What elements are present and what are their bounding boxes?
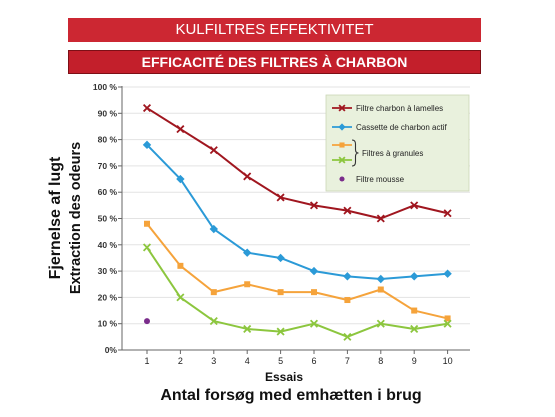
y-axis-title-french: Extraction des odeurs — [68, 142, 84, 294]
data-point-cassette — [410, 272, 419, 281]
x-axis-title-french: Essais — [265, 370, 303, 384]
data-point-cassette — [243, 248, 252, 257]
y-tick-labels: 0% 10 % 20 % 30 % 40 % 50 % 60 % 70 % 80 % 90 % 10… — [93, 82, 118, 355]
data-point-granules-green — [410, 324, 419, 333]
x-tick-label: 9 — [412, 356, 417, 366]
y-axis-title-danish: Fjernelse af lugt — [47, 156, 64, 279]
y-tick-label: 40 % — [98, 240, 118, 250]
x-tick-label: 5 — [278, 356, 283, 366]
data-point-granules-orange — [210, 289, 217, 296]
data-point-granules-orange — [144, 220, 150, 227]
series-granules-orange — [144, 220, 451, 322]
legend-brace — [351, 139, 359, 167]
x-tick-label: 3 — [211, 356, 216, 366]
data-point-granules-green — [376, 319, 385, 328]
series-line-cassette — [146, 144, 448, 280]
data-point-granules-orange — [444, 315, 451, 322]
series-line-lamelles — [146, 107, 448, 220]
data-point-cassette — [309, 266, 319, 276]
y-tick-label: 70 % — [98, 161, 118, 171]
data-point-granules-orange — [177, 262, 184, 269]
data-point-granules-green — [142, 243, 152, 252]
data-point-lamelles — [142, 104, 152, 113]
title-banner-french: EFFICACITÉ DES FILTRES À CHARBON — [68, 50, 481, 74]
x-tick-label: 2 — [178, 356, 183, 366]
legend-swatch-marker-lamelles — [338, 104, 346, 112]
y-tick-label: 90 % — [98, 108, 118, 118]
y-tick-label: 60 % — [98, 187, 118, 197]
data-point-granules-orange — [277, 289, 284, 296]
data-point-cassette — [142, 140, 152, 150]
legend-label-lamelles: Filtre charbon à lamelles — [356, 104, 443, 113]
data-point-granules-green — [243, 324, 252, 333]
data-point-lamelles — [443, 209, 452, 218]
series-cassette — [142, 140, 452, 284]
x-tick-label: 7 — [345, 356, 350, 366]
legend-label-granules: Filtres à granules — [362, 149, 423, 158]
data-point-lamelles — [309, 201, 319, 210]
data-point-cassette — [176, 174, 185, 184]
series-line-granules-orange — [146, 223, 448, 320]
legend-label-cassette: Cassette de charbon actif — [356, 123, 447, 132]
x-tick-label: 10 — [443, 356, 453, 366]
data-point-granules-orange — [377, 286, 384, 293]
data-point-cassette — [209, 224, 218, 234]
x-tick-label: 1 — [144, 356, 149, 366]
x-axis-title-danish: Antal forsøg med emhætten i brug — [160, 387, 421, 404]
y-tick-label: 100 % — [93, 82, 118, 92]
data-point-granules-green — [443, 319, 452, 328]
data-point-cassette — [443, 269, 452, 278]
legend-swatch-marker-granules-orange — [339, 142, 345, 148]
data-point-cassette — [343, 272, 352, 281]
data-point-granules-green — [209, 317, 218, 326]
data-point-granules-green — [276, 327, 285, 336]
series-granules-green — [142, 243, 452, 341]
legend-swatch-marker-granules-green — [338, 156, 346, 164]
legend-swatch-marker-mousse — [339, 176, 345, 182]
data-point-lamelles — [376, 214, 385, 223]
data-point-granules-orange — [344, 297, 351, 304]
legend-box — [325, 94, 470, 192]
data-point-lamelles — [410, 201, 419, 210]
x-tick-label: 4 — [245, 356, 250, 366]
y-tick-label: 30 % — [98, 266, 118, 276]
legend-swatch-marker-cassette — [338, 123, 346, 131]
data-point-granules-green — [176, 293, 185, 302]
y-tick-label: 20 % — [98, 292, 118, 302]
series-line-granules-green — [146, 246, 448, 338]
y-tick-label: 50 % — [98, 214, 118, 224]
x-tick-labels: 1 2 3 4 5 6 7 8 9 10 — [144, 356, 452, 366]
data-point-lamelles — [343, 206, 352, 215]
y-tick-label: 80 % — [98, 135, 118, 145]
data-point-lamelles — [209, 146, 218, 155]
series-mousse — [144, 318, 150, 325]
legend: Filtre charbon à lamelles Cassette de ch… — [325, 94, 470, 192]
data-point-granules-orange — [411, 307, 418, 314]
title-banner-danish: KULFILTRES EFFEKTIVITET — [68, 18, 481, 42]
data-point-lamelles — [243, 172, 252, 181]
legend-label-mousse: Filtre mousse — [356, 175, 405, 184]
series — [142, 104, 452, 341]
series-lamelles — [142, 104, 452, 223]
axes — [118, 86, 470, 354]
legend-swatches — [332, 104, 352, 182]
x-tick-label: 8 — [378, 356, 383, 366]
data-point-lamelles — [176, 125, 185, 134]
y-tick-label: 0% — [105, 345, 118, 355]
data-point-granules-orange — [244, 281, 251, 288]
data-point-lamelles — [276, 193, 285, 202]
data-point-cassette — [276, 253, 285, 263]
data-point-granules-orange — [311, 289, 317, 296]
data-point-cassette — [376, 274, 385, 284]
x-tick-label: 6 — [311, 356, 316, 366]
data-point-granules-green — [343, 332, 352, 341]
data-point-granules-green — [309, 319, 319, 328]
data-point-mousse — [144, 318, 150, 325]
y-tick-label: 10 % — [98, 319, 118, 329]
